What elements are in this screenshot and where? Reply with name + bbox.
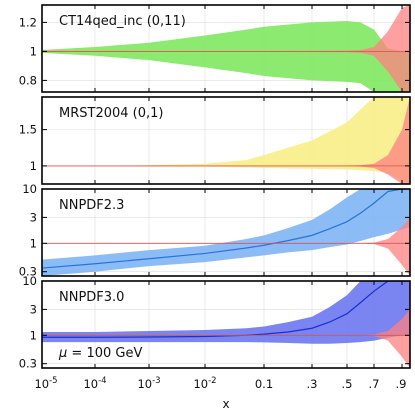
y-tick-label: 0.3 (19, 357, 37, 371)
panel-frame (41, 188, 411, 277)
x-tick-label: 0.1 (255, 377, 273, 391)
panel-3: 0.3 1 3 10 NNPDF2.3 (19, 182, 411, 279)
y-tick-label: 1 (30, 236, 37, 250)
uncertainty-band-1 (42, 20, 410, 92)
y-tick-label: 10 (22, 182, 37, 196)
y-tick-label: 0.8 (19, 73, 37, 87)
y-tick-label: 0.3 (19, 265, 37, 279)
panel-frame (41, 96, 411, 185)
panel-title: MRST2004 (0,1) (59, 106, 163, 121)
bands (42, 5, 410, 92)
uncertainty-band-1 (42, 97, 410, 184)
x-axis-label: x (222, 397, 229, 411)
x-tick-label: .7 (369, 377, 380, 391)
x-axis: 10-5 10-4 10-3 10-2 0.1 .3 .5 .7 .9 x (34, 376, 406, 411)
x-tick-label: .3 (307, 377, 318, 391)
y-tick-label: 1 (30, 328, 37, 342)
x-tick-label: .9 (396, 377, 407, 391)
y-tick-label: 3 (30, 210, 37, 224)
panel-title: CT14qed_inc (0,11) (59, 14, 186, 29)
panel-frame (41, 280, 411, 369)
central-line-1 (42, 281, 410, 338)
uncertainty-band-1 (42, 189, 410, 276)
x-tick-label: 10-2 (193, 376, 216, 391)
central-line-1 (42, 189, 410, 269)
x-tick-label: 10-5 (34, 376, 57, 391)
y-tick-label: 1 (30, 44, 37, 58)
bands (42, 97, 410, 184)
scale-annotation: μ = 100 GeV (58, 346, 142, 361)
x-tick-label: .5 (342, 377, 353, 391)
panel-2: 1 1.5 MRST2004 (0,1) (19, 96, 411, 185)
y-tick-label: 1 (30, 159, 37, 173)
panel-frame (41, 4, 411, 93)
y-tick-label: 10 (22, 274, 37, 288)
y-tick-label: 1.5 (19, 123, 37, 137)
bands (42, 189, 410, 276)
bands (42, 281, 410, 368)
y-tick-label: 3 (30, 302, 37, 316)
panel-title: NNPDF3.0 (59, 290, 124, 305)
x-tick-label: 10-3 (137, 376, 160, 391)
panel-4: 0.3 1 3 10 NNPDF3.0 μ = 100 GeV (19, 274, 411, 371)
panel-1: 0.8 1 1.2 CT14qed_inc (0,11) (19, 4, 411, 93)
panel-title: NNPDF2.3 (59, 198, 124, 213)
y-tick-label: 1.2 (19, 15, 37, 29)
x-tick-label: 10-4 (83, 376, 106, 391)
uncertainty-band-1 (42, 281, 410, 344)
